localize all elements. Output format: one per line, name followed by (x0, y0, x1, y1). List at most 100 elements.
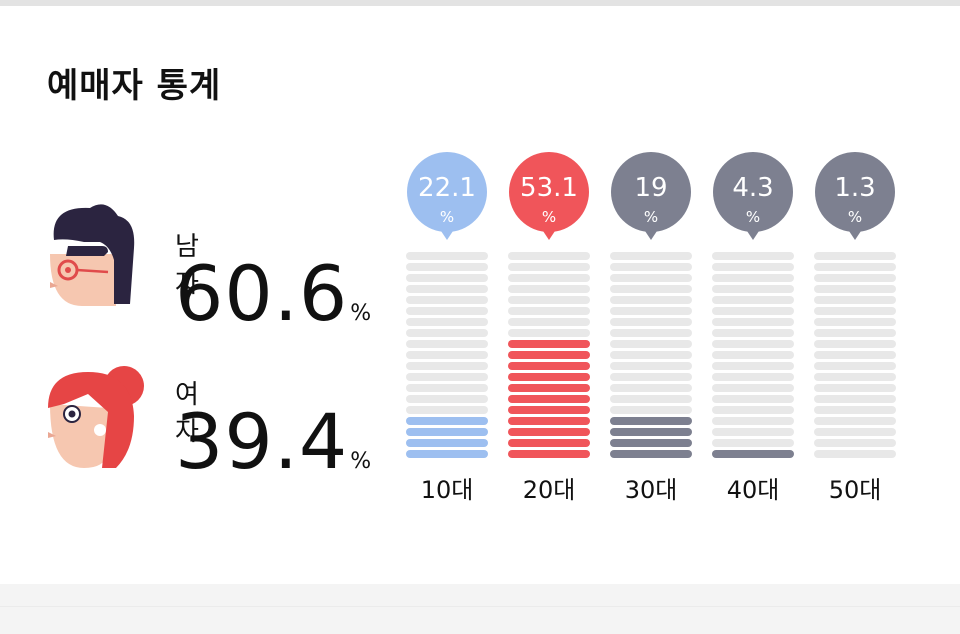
bar-segment-empty (712, 351, 794, 359)
bar-segment-filled (508, 340, 590, 348)
bar-segment-filled (610, 428, 692, 436)
category-label: 40대 (727, 476, 780, 504)
male-avatar-icon (50, 204, 135, 306)
bar-segment-filled (508, 439, 590, 447)
bar-segment-filled (508, 351, 590, 359)
value-unit-label: % (542, 208, 556, 226)
bar-segment-empty (610, 274, 692, 282)
bar-segment-empty (406, 340, 488, 348)
bar-segment-empty (814, 351, 896, 359)
bar-segment-empty (712, 263, 794, 271)
bar-segment-filled (406, 417, 488, 425)
bar-segment-empty (814, 318, 896, 326)
bar-segment-filled (508, 373, 590, 381)
value-unit-label: % (644, 208, 658, 226)
age-column-30대: 19% 30대 (610, 152, 692, 504)
value-unit-label: % (848, 208, 862, 226)
bar-segment-empty (712, 428, 794, 436)
bar-segment-empty (814, 307, 896, 315)
bar-segment-filled (508, 406, 590, 414)
bar-segment-empty (508, 285, 590, 293)
bar-segment-empty (814, 296, 896, 304)
bar-segment-filled (508, 450, 590, 458)
value-label: 1.3 (834, 173, 875, 203)
bar-segment-empty (712, 395, 794, 403)
age-column-10대: 22.1% 10대 (406, 152, 488, 504)
female-avatar-icon (48, 366, 144, 468)
value-bubble (407, 152, 487, 232)
bar-segment-empty (814, 450, 896, 458)
bar-segment-filled (508, 417, 590, 425)
bar-segment-filled (508, 362, 590, 370)
bar-segment-empty (610, 252, 692, 260)
bar-segment-empty (712, 373, 794, 381)
value-bubble-pointer (847, 228, 863, 240)
bar-segment-empty (814, 274, 896, 282)
value-bubble (611, 152, 691, 232)
value-label: 19 (634, 173, 667, 203)
bottom-section-divider (0, 584, 960, 634)
bar-segment-empty (610, 395, 692, 403)
value-unit-label: % (440, 208, 454, 226)
bar-segment-empty (610, 329, 692, 337)
bar-segment-empty (610, 406, 692, 414)
bar-segment-empty (712, 417, 794, 425)
bar-segment-empty (508, 274, 590, 282)
female-label: 여자 (175, 380, 199, 447)
bar-segment-empty (610, 285, 692, 293)
age-column-50대: 1.3% 50대 (814, 152, 896, 504)
bar-segment-empty (508, 296, 590, 304)
bar-segment-empty (406, 318, 488, 326)
bar-segment-empty (610, 384, 692, 392)
bar-segment-filled (610, 417, 692, 425)
age-column-40대: 4.3% 40대 (712, 152, 794, 504)
bar-segment-empty (814, 362, 896, 370)
value-label: 53.1 (520, 173, 578, 203)
bar-segment-filled (406, 450, 488, 458)
bar-segment-empty (814, 395, 896, 403)
bar-segment-empty (508, 263, 590, 271)
bar-segment-filled (508, 384, 590, 392)
bar-segment-empty (814, 439, 896, 447)
bar-segment-filled (508, 428, 590, 436)
bar-segment-empty (406, 329, 488, 337)
value-bubble-pointer (745, 228, 761, 240)
age-distribution-chart: 22.1% 10대 53.1% 20대 19% 30대 4.3% 40대 1.3% 50대 (406, 152, 896, 504)
value-bubble (713, 152, 793, 232)
value-unit-label: % (746, 208, 760, 226)
value-bubble-pointer (643, 228, 659, 240)
category-label: 20대 (523, 476, 576, 504)
bar-segment-empty (814, 252, 896, 260)
bar-segment-filled (610, 450, 692, 458)
bar-segment-empty (814, 417, 896, 425)
bar-segment-empty (406, 252, 488, 260)
bar-segment-empty (508, 329, 590, 337)
female-value: 39.4 (175, 397, 349, 486)
value-bubble (815, 152, 895, 232)
bar-segment-empty (610, 318, 692, 326)
bar-segment-empty (814, 340, 896, 348)
bar-segment-empty (406, 362, 488, 370)
bar-segment-empty (712, 307, 794, 315)
value-bubble-pointer (541, 228, 557, 240)
top-divider (0, 0, 960, 6)
bar-segment-empty (406, 395, 488, 403)
bar-segment-filled (508, 395, 590, 403)
bar-segment-empty (712, 439, 794, 447)
bar-segment-empty (406, 263, 488, 271)
bar-segment-filled (610, 439, 692, 447)
value-label: 22.1 (418, 173, 476, 203)
bar-segment-empty (508, 318, 590, 326)
bar-segment-empty (814, 373, 896, 381)
bar-segment-empty (814, 384, 896, 392)
category-label: 50대 (829, 476, 882, 504)
bar-segment-empty (610, 296, 692, 304)
male-unit: % (350, 301, 372, 326)
male-label: 남자 (175, 232, 199, 299)
page-title: 예매자 통계 (47, 66, 222, 106)
bar-segment-empty (814, 406, 896, 414)
bar-segment-empty (406, 406, 488, 414)
value-label: 4.3 (732, 173, 773, 203)
bar-segment-empty (712, 384, 794, 392)
female-unit: % (350, 449, 372, 474)
